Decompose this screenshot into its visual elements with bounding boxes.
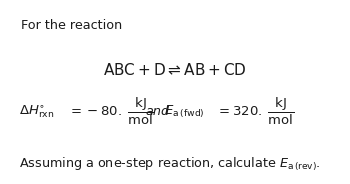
Text: $E_{\mathrm{a\,(fwd)}}$: $E_{\mathrm{a\,(fwd)}}$: [164, 103, 205, 120]
Text: $\Delta H^{\circ}_{\mathrm{rxn}}$: $\Delta H^{\circ}_{\mathrm{rxn}}$: [19, 103, 55, 120]
Text: Assuming a one-step reaction, calculate $E_{\mathrm{a\,(rev)}}$.: Assuming a one-step reaction, calculate …: [19, 156, 321, 173]
Text: $= 320.\;\dfrac{\mathrm{kJ}}{\mathrm{mol}}$: $= 320.\;\dfrac{\mathrm{kJ}}{\mathrm{mol…: [216, 96, 295, 127]
Text: For the reaction: For the reaction: [21, 19, 122, 32]
Text: $= -80.\;\dfrac{\mathrm{kJ}}{\mathrm{mol}}$: $= -80.\;\dfrac{\mathrm{kJ}}{\mathrm{mol…: [68, 96, 155, 127]
Text: and: and: [145, 105, 169, 118]
Text: $\mathrm{ABC + D \rightleftharpoons AB + CD}$: $\mathrm{ABC + D \rightleftharpoons AB +…: [103, 62, 247, 78]
